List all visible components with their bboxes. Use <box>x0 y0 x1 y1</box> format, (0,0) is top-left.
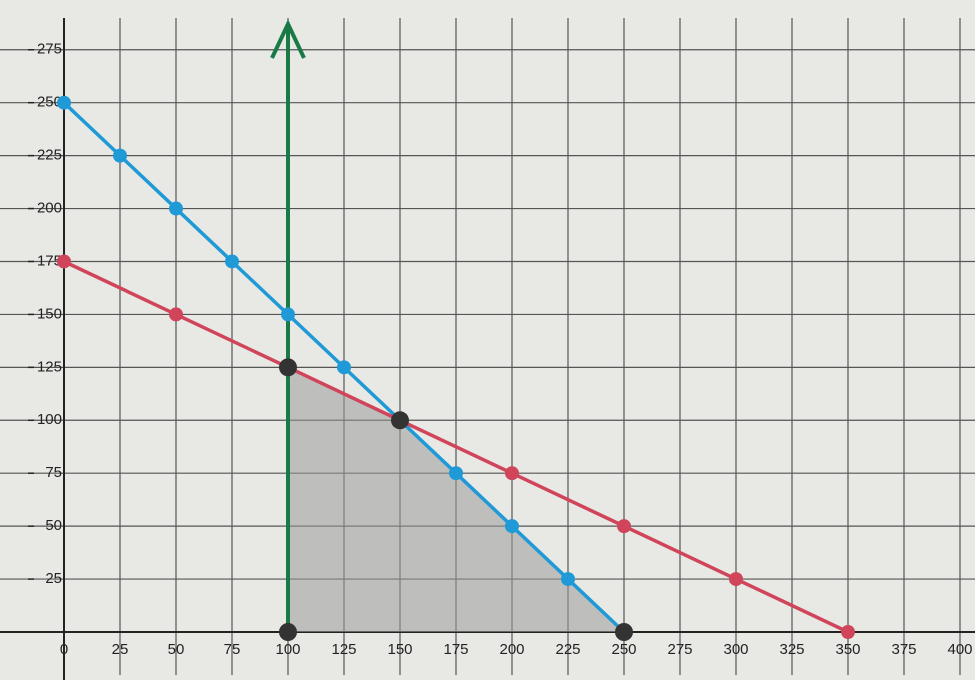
x-tick-label: 400 <box>947 641 972 658</box>
data-point <box>841 625 855 639</box>
data-point <box>169 307 183 321</box>
x-tick-label: 225 <box>555 641 580 658</box>
data-point <box>57 254 71 268</box>
y-tick-label: 150 <box>37 305 62 322</box>
data-point <box>561 572 575 586</box>
data-point <box>449 466 463 480</box>
data-point <box>113 149 127 163</box>
vertex-point <box>391 411 409 429</box>
y-tick-label: 75 <box>45 464 62 481</box>
data-point <box>169 202 183 216</box>
chart: 0255075100125150175200225250275300325350… <box>0 0 975 680</box>
x-tick-label: 50 <box>168 641 185 658</box>
x-tick-label: 150 <box>387 641 412 658</box>
y-tick-label: 225 <box>37 147 62 164</box>
x-tick-label: 325 <box>779 641 804 658</box>
y-tick-label: 50 <box>45 517 62 534</box>
y-tick-label: 200 <box>37 200 62 217</box>
x-tick-label: 25 <box>112 641 129 658</box>
x-tick-label: 175 <box>443 641 468 658</box>
data-point <box>729 572 743 586</box>
x-tick-label: 100 <box>275 641 300 658</box>
data-point <box>57 96 71 110</box>
page: 0255075100125150175200225250275300325350… <box>0 0 975 680</box>
x-tick-label: 350 <box>835 641 860 658</box>
y-tick-label: 25 <box>45 570 62 587</box>
x-tick-label: 275 <box>667 641 692 658</box>
vertex-point <box>279 358 297 376</box>
data-point <box>337 360 351 374</box>
data-point <box>617 519 631 533</box>
x-tick-label: 125 <box>331 641 356 658</box>
vertex-point <box>279 623 297 641</box>
y-tick-label: 125 <box>37 358 62 375</box>
x-tick-label: 75 <box>224 641 241 658</box>
x-tick-label: 250 <box>611 641 636 658</box>
x-tick-label: 300 <box>723 641 748 658</box>
y-tick-label: 275 <box>37 41 62 58</box>
x-tick-label: 375 <box>891 641 916 658</box>
data-point <box>505 466 519 480</box>
data-point <box>505 519 519 533</box>
x-tick-label: 200 <box>499 641 524 658</box>
data-point <box>281 307 295 321</box>
vertex-point <box>615 623 633 641</box>
data-point <box>225 254 239 268</box>
y-tick-label: 100 <box>37 411 62 428</box>
